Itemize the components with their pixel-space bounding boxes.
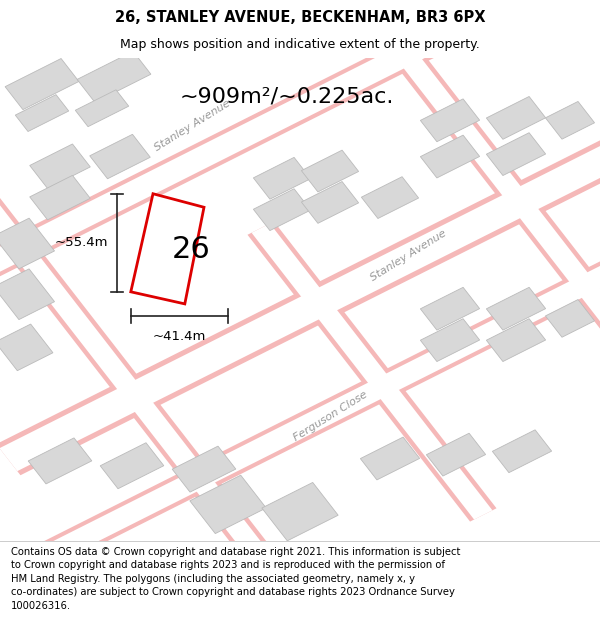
Polygon shape: [0, 60, 600, 475]
Polygon shape: [421, 288, 479, 330]
Text: Stanley Avenue: Stanley Avenue: [152, 98, 232, 152]
Text: Map shows position and indicative extent of the property.: Map shows position and indicative extent…: [120, 38, 480, 51]
Polygon shape: [545, 299, 595, 338]
Polygon shape: [0, 324, 53, 371]
Polygon shape: [172, 446, 236, 492]
Polygon shape: [247, 221, 497, 522]
Polygon shape: [28, 438, 92, 484]
Polygon shape: [0, 0, 308, 611]
Polygon shape: [361, 437, 419, 480]
Polygon shape: [421, 319, 479, 361]
Polygon shape: [190, 475, 266, 534]
Polygon shape: [301, 150, 359, 192]
Text: ~909m²/~0.225ac.: ~909m²/~0.225ac.: [180, 86, 394, 106]
Text: Stanley Avenue: Stanley Avenue: [368, 228, 448, 283]
Polygon shape: [262, 482, 338, 541]
Polygon shape: [421, 99, 479, 142]
Polygon shape: [301, 181, 359, 223]
Polygon shape: [0, 218, 55, 269]
Polygon shape: [253, 189, 311, 231]
Text: 26: 26: [172, 234, 211, 264]
Polygon shape: [487, 132, 545, 176]
Polygon shape: [77, 51, 151, 102]
Polygon shape: [15, 94, 69, 131]
Polygon shape: [251, 224, 493, 519]
Polygon shape: [100, 442, 164, 489]
Polygon shape: [90, 134, 150, 179]
Polygon shape: [487, 288, 545, 330]
Text: ~41.4m: ~41.4m: [153, 331, 206, 344]
Polygon shape: [487, 319, 545, 361]
Polygon shape: [253, 158, 311, 199]
Polygon shape: [340, 0, 600, 444]
Polygon shape: [0, 64, 600, 471]
Polygon shape: [421, 135, 479, 178]
Text: Contains OS data © Crown copyright and database right 2021. This information is : Contains OS data © Crown copyright and d…: [11, 546, 460, 611]
Polygon shape: [361, 177, 419, 219]
Polygon shape: [487, 96, 545, 139]
Polygon shape: [493, 430, 551, 472]
Polygon shape: [344, 0, 600, 442]
Polygon shape: [427, 433, 485, 476]
Polygon shape: [131, 194, 204, 304]
Polygon shape: [0, 0, 600, 337]
Polygon shape: [0, 269, 55, 319]
Text: Ferguson Close: Ferguson Close: [291, 389, 369, 442]
Polygon shape: [30, 144, 90, 188]
Polygon shape: [30, 176, 90, 220]
Text: ~55.4m: ~55.4m: [55, 236, 108, 249]
Polygon shape: [0, 0, 311, 613]
Text: 26, STANLEY AVENUE, BECKENHAM, BR3 6PX: 26, STANLEY AVENUE, BECKENHAM, BR3 6PX: [115, 10, 485, 25]
Polygon shape: [0, 222, 600, 622]
Polygon shape: [545, 101, 595, 139]
Polygon shape: [0, 0, 600, 333]
Polygon shape: [75, 90, 129, 127]
Polygon shape: [0, 219, 600, 625]
Polygon shape: [5, 59, 79, 109]
